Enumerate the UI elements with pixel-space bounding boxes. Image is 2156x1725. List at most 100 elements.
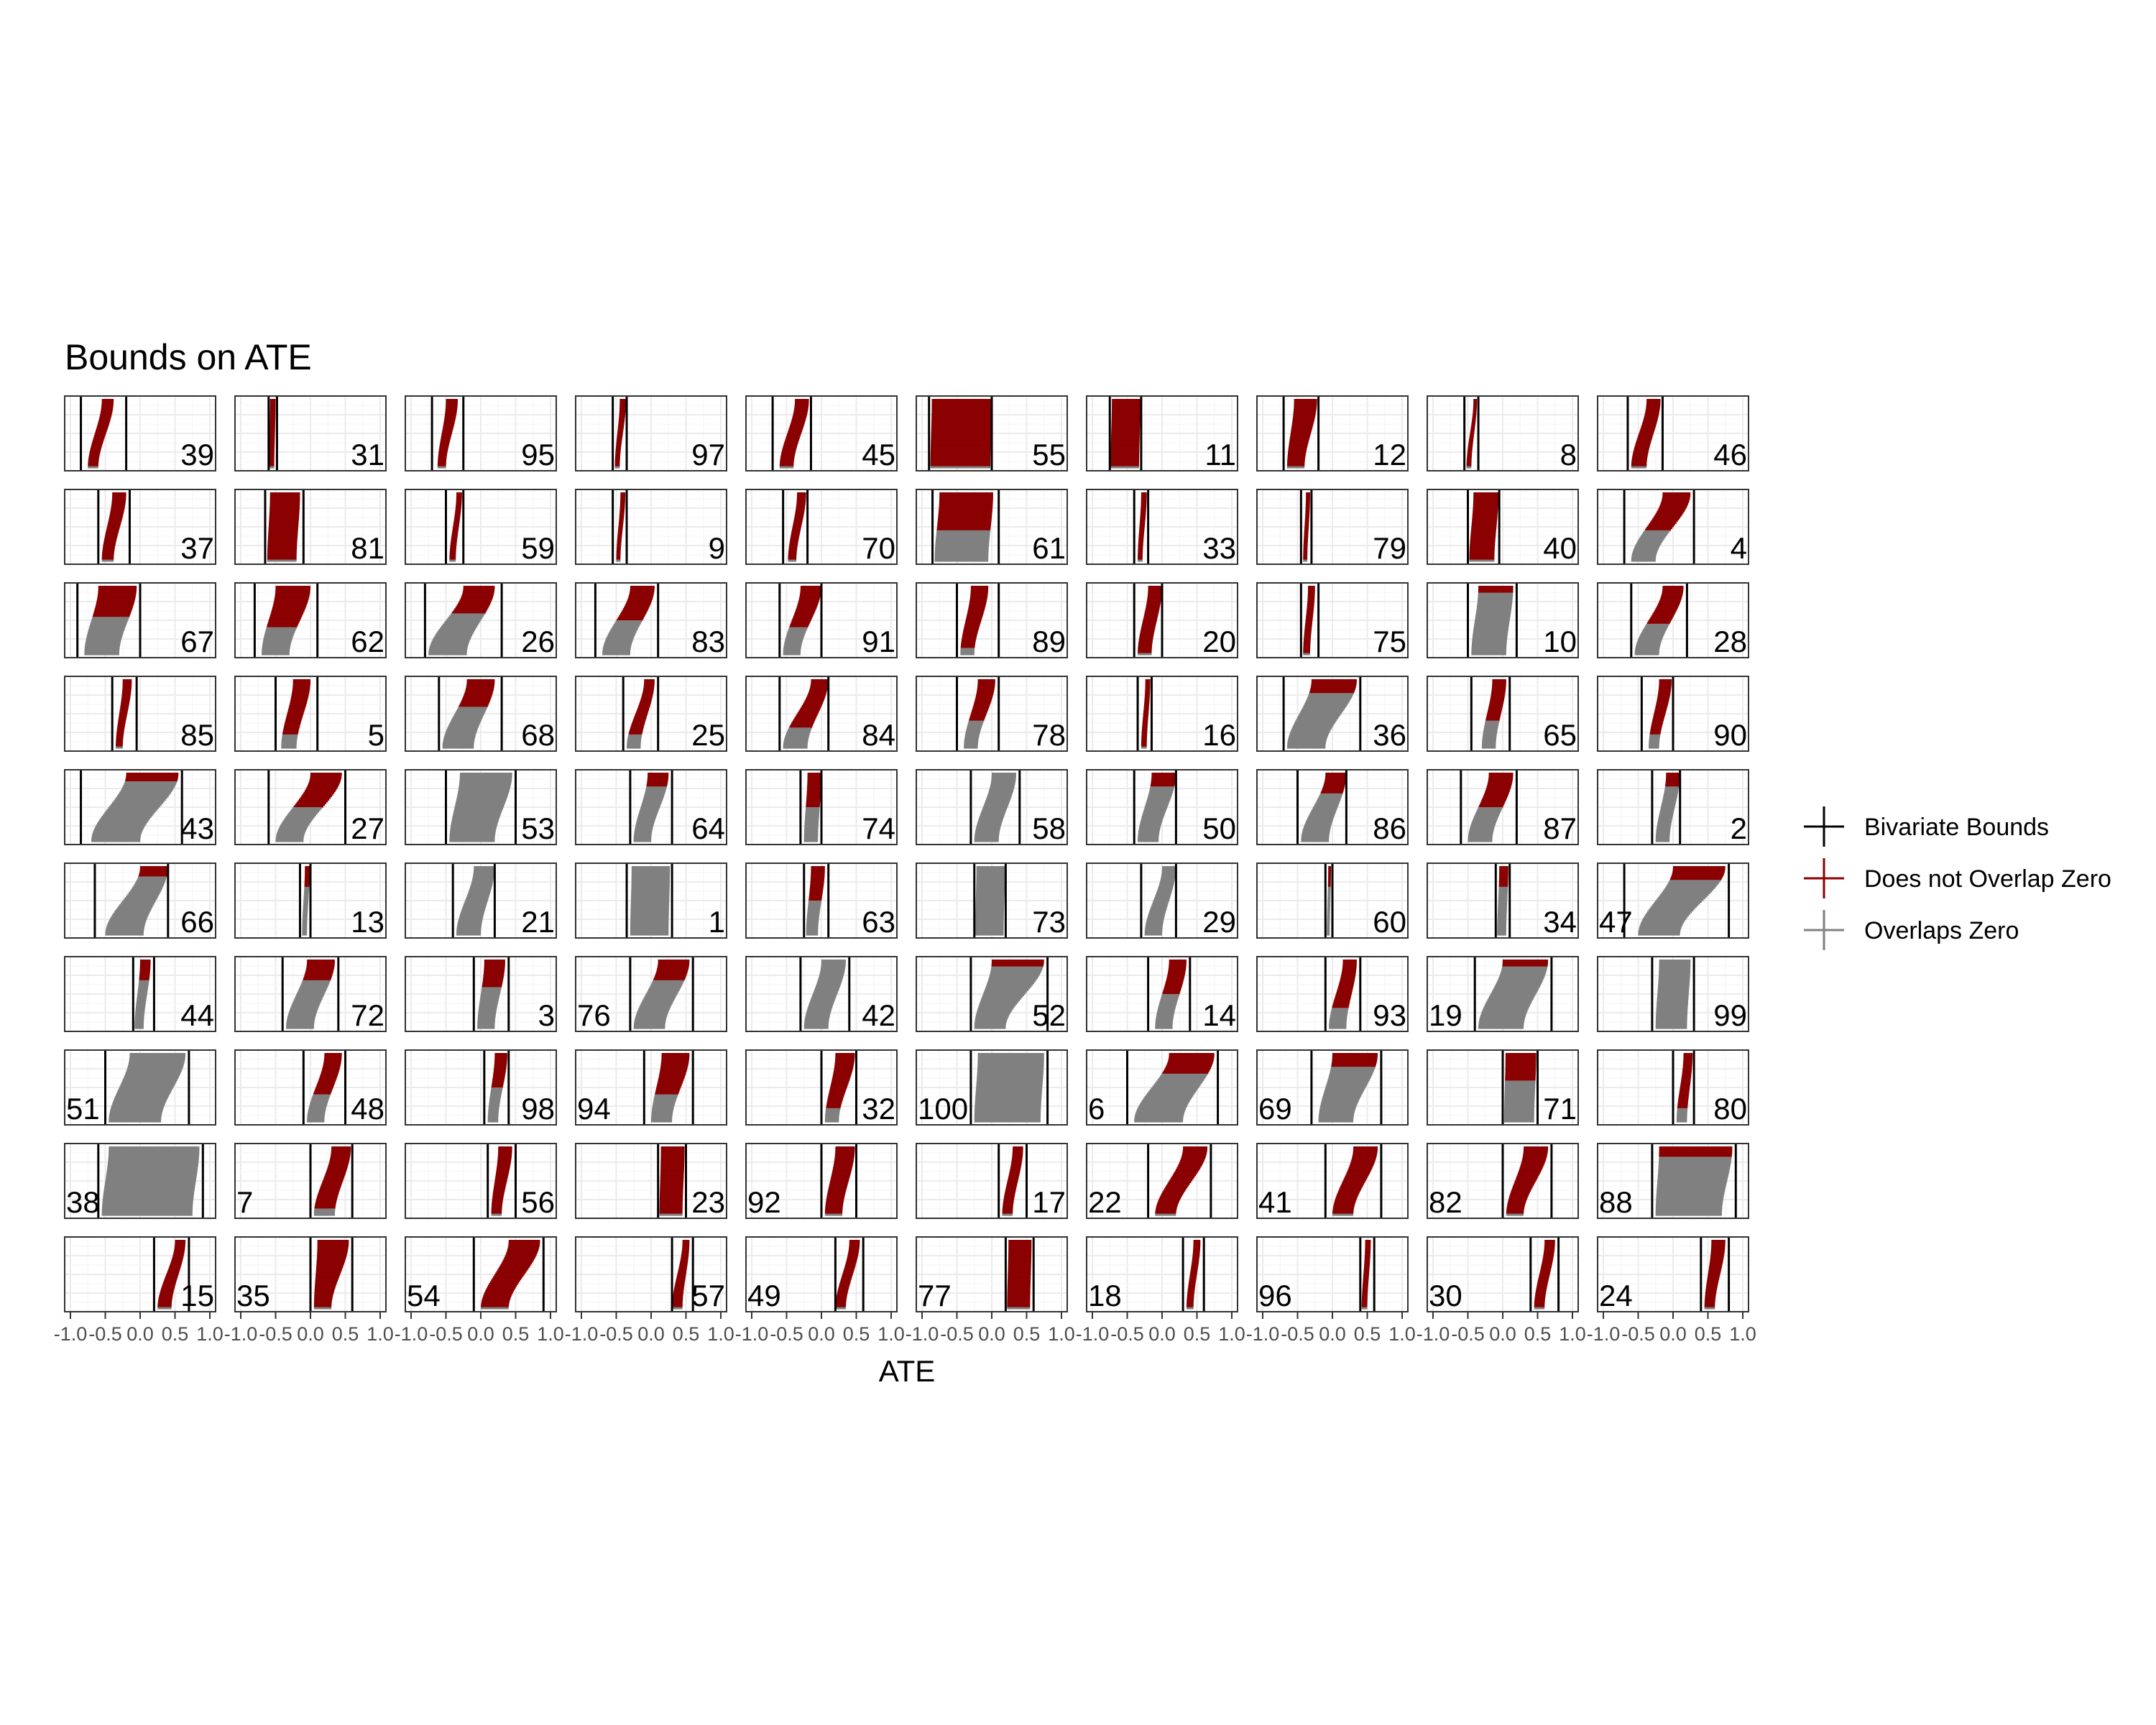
- bound-segment: [794, 404, 809, 407]
- bound-segment: [1321, 1101, 1358, 1104]
- bound-segment: [1301, 834, 1330, 837]
- bound-segment: [505, 1254, 537, 1256]
- bound-segment: [1304, 635, 1312, 638]
- bound-segment: [975, 698, 992, 701]
- bound-segment: [1483, 727, 1498, 730]
- bound-segment: [1477, 599, 1513, 602]
- bound-segment: [1664, 786, 1680, 789]
- bound-segment: [94, 608, 132, 611]
- bound-segment: [97, 423, 109, 426]
- bound-segment: [1307, 594, 1315, 597]
- bound-segment: [783, 740, 808, 742]
- bound-segment: [1364, 1260, 1370, 1263]
- bound-segment: [451, 532, 459, 535]
- bound-segment: [268, 535, 298, 538]
- bound-segment: [1137, 1108, 1186, 1110]
- bound-segment: [680, 1260, 688, 1263]
- bound-segment: [645, 788, 666, 791]
- bound-segment: [1008, 1269, 1031, 1271]
- bound-segment: [1496, 983, 1542, 986]
- bound-segment: [602, 651, 630, 654]
- bound-segment: [1638, 538, 1664, 541]
- facet-bounds-band: [1503, 1053, 1537, 1123]
- bound-segment: [1327, 892, 1331, 894]
- facet-bounds-band: [1631, 399, 1661, 469]
- bound-segment: [303, 892, 309, 894]
- bound-segment: [307, 1113, 326, 1116]
- bound-segment: [1475, 617, 1511, 620]
- bound-segment: [834, 1064, 854, 1067]
- panel-border: [1256, 1143, 1409, 1219]
- bound-segment: [165, 1277, 178, 1280]
- bound-segment: [1111, 419, 1141, 422]
- bound-segment: [816, 983, 841, 986]
- bound-segment: [1362, 1293, 1368, 1296]
- bound-segment: [1491, 990, 1538, 993]
- bound-segment: [108, 521, 121, 524]
- bound-segment: [313, 1302, 332, 1305]
- bound-segment: [1305, 506, 1310, 509]
- bound-segment: [1488, 774, 1514, 777]
- bound-segment: [1498, 881, 1508, 884]
- bound-segment: [634, 1023, 665, 1026]
- bound-segment: [1003, 1200, 1014, 1202]
- bound-segment: [109, 1146, 200, 1149]
- bound-segment: [1112, 409, 1141, 412]
- bound-segment: [1135, 1113, 1184, 1116]
- facet-bounds-band: [262, 586, 310, 656]
- bound-segment: [1307, 608, 1314, 611]
- bound-segment: [1155, 1082, 1202, 1085]
- bound-segment: [637, 708, 650, 711]
- bound-segment: [1155, 1212, 1176, 1215]
- facet-bounds-band: [964, 679, 995, 749]
- bound-segment: [793, 615, 814, 617]
- bound-segment: [835, 1307, 846, 1310]
- bound-segment: [1145, 608, 1160, 611]
- bound-segment: [296, 801, 327, 804]
- bound-segment: [1012, 1151, 1023, 1154]
- bound-segment: [1657, 1175, 1728, 1178]
- bound-segment: [978, 819, 1003, 822]
- bound-segment: [91, 618, 129, 621]
- bound-segment: [824, 1116, 839, 1119]
- bound-segment: [806, 1013, 831, 1016]
- bound-segment: [488, 1106, 499, 1109]
- bound-segment: [808, 895, 822, 898]
- bound-segment: [1505, 1064, 1537, 1067]
- bound-segment: [1145, 679, 1151, 681]
- bound-segment: [269, 445, 275, 448]
- panel-border: [745, 582, 898, 658]
- bound-segment: [1111, 431, 1140, 434]
- bound-segment: [821, 960, 846, 962]
- bound-segment: [285, 817, 314, 820]
- bound-segment: [835, 1300, 847, 1302]
- bound-segment: [111, 916, 148, 919]
- bound-segment: [1287, 462, 1305, 465]
- panel-border: [1086, 582, 1238, 658]
- bound-segment: [1473, 410, 1477, 413]
- bound-segment: [269, 448, 275, 451]
- panel-border: [916, 489, 1068, 565]
- facet-panel-39: 39: [64, 395, 216, 472]
- bound-segment: [835, 1305, 846, 1308]
- bound-segment: [970, 589, 989, 592]
- bound-segment: [1657, 990, 1690, 993]
- bound-segment: [1302, 829, 1330, 832]
- bound-segment: [835, 1058, 855, 1061]
- bound-segment: [1009, 1172, 1020, 1174]
- bound-segment: [990, 973, 1040, 976]
- bound-segment: [109, 1153, 200, 1156]
- bound-segment: [805, 809, 820, 811]
- bound-segment: [315, 1281, 338, 1284]
- bound-segment: [976, 871, 1005, 874]
- bound-segment: [1342, 965, 1357, 967]
- bound-segment: [824, 1120, 839, 1123]
- bound-segment: [453, 518, 460, 520]
- bound-segment: [482, 982, 503, 985]
- bound-segment: [455, 511, 461, 514]
- bound-segment: [454, 516, 461, 519]
- bound-segment: [93, 829, 143, 832]
- bound-segment: [1470, 540, 1496, 543]
- bound-segment: [1008, 1259, 1031, 1261]
- bound-segment: [1481, 746, 1496, 749]
